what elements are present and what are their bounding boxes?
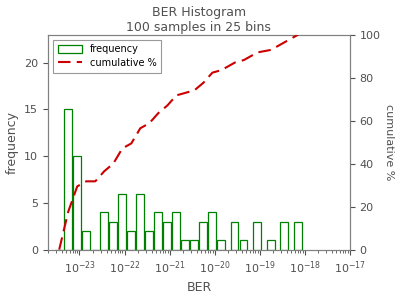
Bar [231, 221, 238, 250]
Title: BER Histogram
100 samples in 25 bins: BER Histogram 100 samples in 25 bins [126, 6, 271, 34]
Bar [199, 221, 207, 250]
Bar [253, 221, 261, 250]
Bar [208, 212, 216, 250]
Bar [109, 221, 117, 250]
Y-axis label: frequency: frequency [6, 111, 18, 174]
Bar [267, 240, 274, 250]
Bar [127, 231, 135, 250]
Bar [240, 240, 248, 250]
Bar [294, 221, 302, 250]
Bar [73, 156, 81, 250]
Y-axis label: cumulative %: cumulative % [384, 104, 394, 180]
Bar [172, 212, 180, 250]
Legend: frequency, cumulative %: frequency, cumulative % [53, 40, 161, 73]
Bar [280, 221, 288, 250]
Bar [217, 240, 225, 250]
Bar [145, 231, 153, 250]
Bar [154, 212, 162, 250]
Bar [136, 194, 144, 250]
Bar [163, 221, 171, 250]
Bar [82, 231, 90, 250]
X-axis label: BER: BER [186, 281, 212, 294]
Bar [64, 110, 72, 250]
Bar [118, 194, 126, 250]
Bar [181, 240, 189, 250]
Bar [100, 212, 108, 250]
Bar [190, 240, 198, 250]
